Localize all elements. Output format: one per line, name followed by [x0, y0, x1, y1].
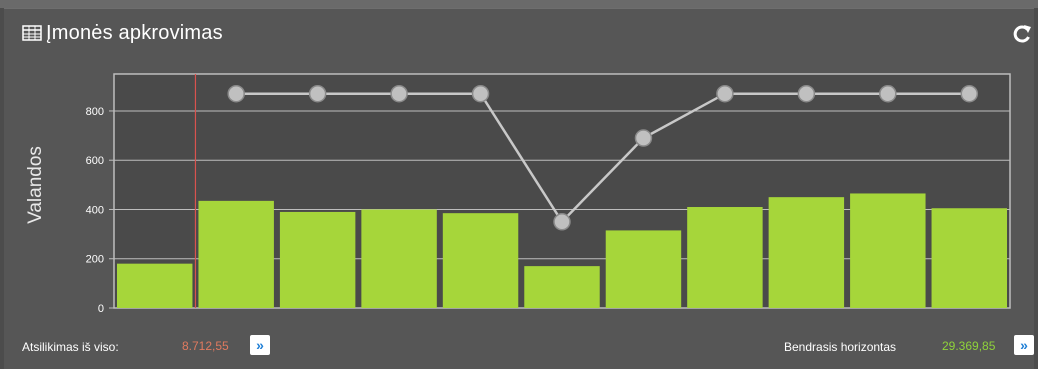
- capacity-point: [308, 84, 327, 103]
- y-axis-label-wrap: Valandos: [16, 60, 56, 310]
- double-chevron-right-icon: »: [1020, 337, 1028, 353]
- bar: [605, 230, 682, 308]
- y-tick-label: 800: [86, 106, 104, 118]
- y-tick-label: 0: [98, 303, 104, 315]
- capacity-point: [797, 84, 816, 103]
- y-tick-label: 200: [86, 254, 104, 266]
- panel-footer: Atsilikimas iš viso: 8.712,55 » Bendrasi…: [0, 330, 1038, 362]
- bar: [768, 197, 845, 308]
- capacity-point: [227, 84, 245, 103]
- bar: [687, 207, 763, 308]
- chart-area: Valandos 0 200 400 600 800: [0, 60, 1038, 322]
- window-top-strip: [0, 0, 1038, 8]
- bar: [524, 266, 600, 308]
- bar: [850, 193, 926, 308]
- capacity-line: [236, 92, 970, 224]
- bar: [117, 263, 193, 308]
- total-horizon-value: 29.369,85: [942, 339, 996, 353]
- backlog-forward-button[interactable]: »: [250, 335, 270, 355]
- panel-header: Įmonės apkrovimas: [22, 20, 223, 46]
- bar: [931, 208, 1007, 308]
- horizon-forward-button[interactable]: »: [1014, 335, 1034, 355]
- capacity-point: [879, 84, 897, 103]
- total-horizon-label: Bendrasis horizontas: [784, 340, 897, 354]
- capacity-point: [716, 84, 734, 103]
- load-chart: 0 200 400 600 800: [86, 73, 1011, 315]
- y-tick-label: 600: [86, 155, 104, 167]
- refresh-icon[interactable]: [1010, 22, 1034, 46]
- backlog-total-label: Atsilikimas iš viso:: [22, 340, 119, 354]
- capacity-point: [634, 129, 653, 147]
- y-tick-label: 400: [86, 204, 104, 216]
- bar: [442, 213, 519, 308]
- capacity-point: [471, 84, 490, 103]
- bar: [279, 211, 356, 308]
- bar: [361, 209, 437, 308]
- capacity-point: [553, 213, 571, 231]
- double-chevron-right-icon: »: [256, 337, 264, 353]
- panel-title: Įmonės apkrovimas: [46, 21, 223, 44]
- backlog-total-value: 8.712,55: [182, 339, 229, 353]
- table-grid-icon: [22, 25, 42, 41]
- capacity-point: [390, 84, 408, 103]
- bar: [198, 200, 274, 308]
- capacity-point: [960, 84, 979, 103]
- y-axis-label: Valandos: [25, 146, 47, 224]
